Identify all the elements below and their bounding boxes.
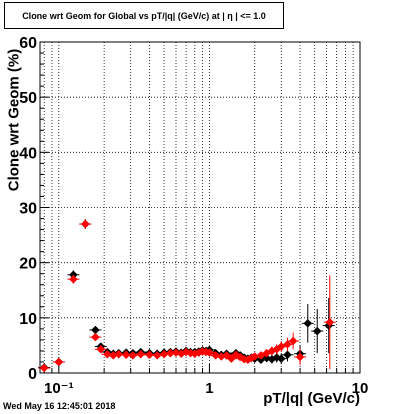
data-point — [96, 344, 106, 354]
data-point — [325, 317, 335, 327]
x-tick-label: 1 — [205, 380, 213, 397]
y-tick-label: 10 — [19, 311, 37, 328]
grid-lines — [40, 42, 361, 373]
y-tick-label: 30 — [19, 201, 37, 218]
data-point — [283, 350, 292, 360]
y-tick-label: 20 — [19, 256, 37, 273]
data-point — [145, 350, 154, 360]
data-point — [288, 336, 298, 346]
data-point — [114, 349, 124, 359]
data-point — [69, 274, 78, 284]
data-point — [205, 348, 214, 357]
data-point — [91, 332, 100, 342]
data-point — [303, 318, 313, 328]
data-point — [91, 325, 100, 335]
data-point — [136, 349, 146, 359]
y-tick-label: 50 — [19, 90, 37, 107]
data-point — [80, 219, 90, 229]
series-1 — [38, 219, 336, 373]
y-tick-label: 0 — [28, 366, 37, 383]
x-tick-label: 10 — [352, 380, 369, 397]
y-tick-label: 40 — [19, 145, 37, 162]
x-tick-label: 10⁻¹ — [44, 380, 74, 397]
data-point — [295, 352, 305, 362]
data-point — [121, 350, 131, 360]
data-series — [38, 219, 336, 373]
chart-title: Clone wrt Geom for Global vs pT/|q| (GeV… — [4, 2, 284, 29]
date-stamp: Wed May 16 12:45:01 2018 — [3, 401, 116, 411]
axis-ticks — [40, 41, 361, 374]
data-point — [211, 350, 220, 360]
data-point — [54, 357, 64, 367]
chart-title-text: Clone wrt Geom for Global vs pT/|q| (GeV… — [22, 10, 266, 21]
data-point — [312, 326, 322, 336]
data-point — [227, 354, 236, 364]
tick-labels: 0 10 20 30 40 50 60 10⁻¹ 1 10 — [19, 35, 368, 397]
y-tick-label: 60 — [19, 35, 37, 52]
y-axis-label: Clone wrt Geom (%) — [5, 48, 23, 192]
x-axis-label: pT/|q| (GeV/c) — [263, 390, 360, 407]
data-point — [283, 339, 292, 349]
data-point — [102, 349, 112, 359]
data-point — [39, 363, 49, 373]
data-point — [276, 354, 286, 364]
